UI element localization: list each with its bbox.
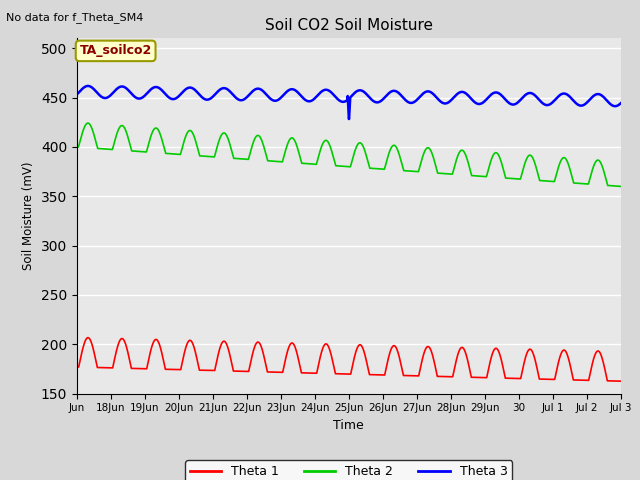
Theta 3 (184, 85, 192, 91)
Theta 2 (184, 129, 192, 134)
Text: No data for f_Theta_SM4: No data for f_Theta_SM4 (6, 12, 144, 23)
Theta 2 (617, 183, 625, 189)
Theta 2 (501, 173, 509, 179)
Theta 3 (84, 83, 92, 89)
Line: Theta 1: Theta 1 (77, 337, 621, 381)
Theta 3 (502, 96, 509, 102)
Theta 1 (467, 371, 474, 376)
Theta 2 (534, 171, 541, 177)
Theta 1 (419, 356, 426, 361)
Theta 1 (84, 335, 92, 340)
Theta 2 (419, 154, 426, 160)
Theta 3 (73, 92, 81, 97)
Theta 3 (617, 100, 625, 106)
Theta 1 (617, 378, 625, 384)
Theta 1 (184, 338, 192, 344)
Theta 2 (84, 120, 92, 126)
Theta 3 (345, 116, 353, 122)
Theta 2 (611, 183, 619, 189)
Theta 3 (534, 96, 542, 101)
Theta 2 (467, 168, 474, 174)
Theta 1 (534, 369, 541, 375)
Text: TA_soilco2: TA_soilco2 (79, 44, 152, 58)
Y-axis label: Soil Moisture (mV): Soil Moisture (mV) (22, 162, 35, 270)
Line: Theta 2: Theta 2 (77, 123, 621, 186)
Theta 3 (467, 95, 474, 101)
Theta 1 (611, 378, 619, 384)
Theta 1 (73, 364, 81, 370)
Legend: Theta 1, Theta 2, Theta 3: Theta 1, Theta 2, Theta 3 (185, 460, 513, 480)
Theta 3 (419, 91, 426, 97)
Title: Soil CO2 Soil Moisture: Soil CO2 Soil Moisture (265, 18, 433, 33)
X-axis label: Time: Time (333, 419, 364, 432)
Theta 1 (501, 374, 509, 380)
Theta 3 (611, 103, 619, 109)
Theta 2 (73, 144, 81, 150)
Line: Theta 3: Theta 3 (77, 86, 621, 119)
